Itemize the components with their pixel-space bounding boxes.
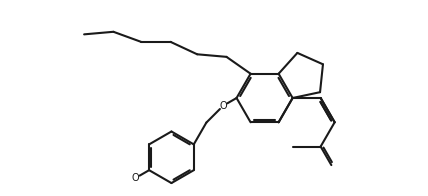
Text: O: O: [132, 173, 140, 183]
Text: O: O: [220, 101, 227, 111]
